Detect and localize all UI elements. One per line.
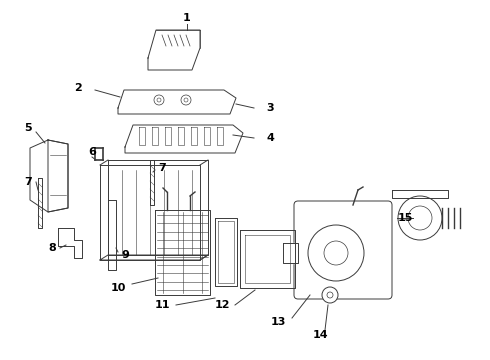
Polygon shape <box>165 127 171 145</box>
Polygon shape <box>155 210 210 295</box>
Circle shape <box>322 287 338 303</box>
Polygon shape <box>392 190 448 198</box>
Polygon shape <box>178 127 184 145</box>
Polygon shape <box>58 228 82 258</box>
Text: 11: 11 <box>154 300 170 310</box>
Text: 8: 8 <box>48 243 56 253</box>
Circle shape <box>181 95 191 105</box>
Polygon shape <box>218 221 234 283</box>
Polygon shape <box>215 218 237 286</box>
Text: 9: 9 <box>121 250 129 260</box>
Polygon shape <box>139 127 145 145</box>
Text: 7: 7 <box>158 163 166 173</box>
Polygon shape <box>100 165 200 260</box>
FancyBboxPatch shape <box>294 201 392 299</box>
Text: 12: 12 <box>214 300 230 310</box>
Polygon shape <box>38 178 42 228</box>
Polygon shape <box>245 235 290 283</box>
Polygon shape <box>152 127 158 145</box>
Circle shape <box>308 225 364 281</box>
Circle shape <box>408 206 432 230</box>
Text: 15: 15 <box>397 213 413 223</box>
Text: 7: 7 <box>24 177 32 187</box>
Polygon shape <box>30 140 68 212</box>
Text: 10: 10 <box>110 283 126 293</box>
Polygon shape <box>150 160 154 205</box>
Polygon shape <box>48 140 68 212</box>
Text: 3: 3 <box>266 103 274 113</box>
Polygon shape <box>217 127 223 145</box>
Polygon shape <box>118 90 236 114</box>
Polygon shape <box>204 127 210 145</box>
Text: 4: 4 <box>266 133 274 143</box>
Polygon shape <box>283 243 298 263</box>
Circle shape <box>154 95 164 105</box>
Polygon shape <box>108 200 116 270</box>
Text: 13: 13 <box>270 317 286 327</box>
Text: 5: 5 <box>24 123 32 133</box>
Circle shape <box>324 241 348 265</box>
Polygon shape <box>108 160 208 255</box>
Circle shape <box>327 292 333 298</box>
Polygon shape <box>125 125 243 153</box>
Polygon shape <box>240 230 295 288</box>
Polygon shape <box>148 30 200 70</box>
Circle shape <box>184 98 188 102</box>
Circle shape <box>398 196 442 240</box>
Text: 2: 2 <box>74 83 82 93</box>
Polygon shape <box>100 255 208 260</box>
Text: 6: 6 <box>88 147 96 157</box>
Text: 1: 1 <box>183 13 191 23</box>
Text: 14: 14 <box>312 330 328 340</box>
Polygon shape <box>191 127 197 145</box>
Circle shape <box>157 98 161 102</box>
